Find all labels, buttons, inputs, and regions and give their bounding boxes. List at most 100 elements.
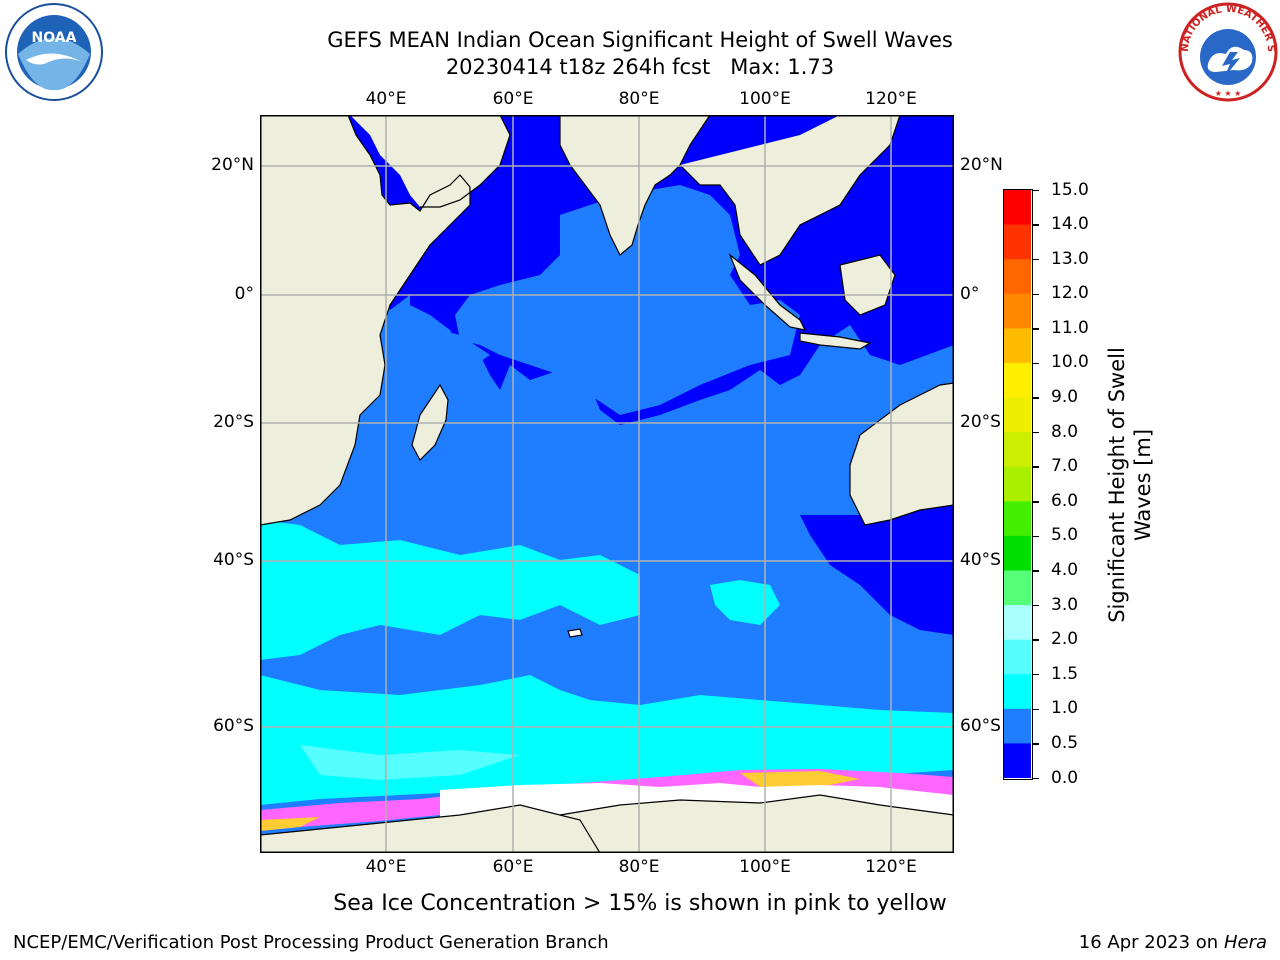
lat-tick-right-60s: 60°S	[960, 716, 1001, 736]
colorbar-tick-label: 3.0	[1051, 594, 1079, 615]
lon-tick-bottom-100e: 100°E	[739, 857, 791, 877]
lon-tick-bottom-120e: 120°E	[865, 857, 917, 877]
borneo	[840, 255, 895, 315]
colorbar-bin	[1004, 259, 1031, 295]
footer-date: 16 Apr 2023 on Hera	[1079, 932, 1267, 953]
colorbar-tick-label: 8.0	[1051, 421, 1079, 442]
sea-ice-yellow	[260, 817, 320, 831]
cyan-swell-mid-patch	[710, 580, 780, 625]
colorbar-bin	[1004, 397, 1031, 433]
lon-tick-top-100e: 100°E	[739, 89, 791, 109]
colorbar-bin	[1004, 708, 1031, 744]
chart-title: GEFS MEAN Indian Ocean Significant Heigh…	[327, 28, 953, 52]
colorbar-tick-mark	[1032, 258, 1039, 261]
colorbar-tick-mark	[1032, 397, 1039, 399]
colorbar-tick-label: 0.0	[1051, 767, 1079, 788]
colorbar-tick-label: 10.0	[1051, 352, 1089, 373]
colorbar-tick-mark	[1032, 708, 1039, 711]
sea-ice-caption: Sea Ice Concentration > 15% is shown in …	[333, 891, 947, 916]
noaa-logo: NOAA	[4, 2, 104, 102]
colorbar-bin	[1004, 466, 1031, 502]
antarctica-land	[260, 805, 600, 853]
australia	[850, 383, 954, 525]
colorbar-tick-label: 15.0	[1051, 179, 1089, 200]
noaa-logo-text: NOAA	[32, 30, 77, 46]
colorbar-bin	[1004, 743, 1031, 778]
swell-height-map	[259, 114, 955, 854]
colorbar-bin	[1004, 639, 1031, 675]
lat-tick-right-0: 0°	[960, 284, 980, 304]
colorbar-tick-label: 7.0	[1051, 456, 1079, 477]
colorbar-tick-mark	[1032, 431, 1039, 434]
colorbar-tick-label: 13.0	[1051, 248, 1089, 269]
lat-tick-right-20n: 20°N	[960, 155, 1003, 175]
colorbar-tick-mark	[1032, 293, 1039, 295]
mid-swell-equatorial	[455, 185, 800, 415]
colorbar-bin	[1004, 674, 1031, 710]
footer-date-text: 16 Apr 2023 on	[1078, 932, 1224, 953]
colorbar-title-line1: Significant Height of Swell	[1105, 347, 1129, 623]
colorbar	[1003, 189, 1033, 780]
colorbar-tick-mark	[1032, 328, 1039, 330]
colorbar-tick-label: 5.0	[1051, 525, 1079, 546]
lat-tick-left-0: 0°	[234, 284, 254, 304]
lon-tick-top-80e: 80°E	[618, 89, 660, 109]
low-swell-southeast	[800, 505, 954, 635]
colorbar-tick-mark	[1032, 777, 1039, 780]
colorbar-tick-label: 2.0	[1051, 629, 1079, 650]
lon-tick-bottom-40e: 40°E	[365, 857, 407, 877]
colorbar-tick-mark	[1032, 224, 1039, 226]
colorbar-tick-mark	[1032, 639, 1039, 641]
lon-tick-top-120e: 120°E	[865, 89, 917, 109]
colorbar-tick-label: 1.0	[1051, 698, 1079, 719]
lat-tick-left-20s: 20°S	[213, 412, 254, 432]
colorbar-tick-mark	[1032, 362, 1039, 365]
colorbar-tick-label: 0.5	[1051, 732, 1079, 753]
colorbar-tick-mark	[1032, 743, 1039, 745]
colorbar-bin	[1004, 570, 1031, 606]
java	[800, 333, 870, 349]
svg-text:★ ★ ★: ★ ★ ★	[1215, 89, 1242, 98]
chart-subtitle: 20230414 t18z 264h fcst Max: 1.73	[445, 55, 835, 79]
colorbar-tick-label: 4.0	[1051, 559, 1079, 580]
colorbar-tick-label: 14.0	[1051, 214, 1089, 235]
lon-tick-bottom-80e: 80°E	[618, 857, 660, 877]
colorbar-tick-mark	[1032, 570, 1039, 572]
footer-host: Hera	[1223, 932, 1267, 953]
colorbar-tick-mark	[1032, 673, 1039, 676]
colorbar-bin	[1004, 293, 1031, 329]
sea-ice-yellow-east	[740, 771, 860, 787]
graticule	[260, 115, 954, 853]
colorbar-bin	[1004, 190, 1031, 226]
cyan-swell-south-west	[260, 520, 640, 660]
colorbar-tick-label: 9.0	[1051, 387, 1079, 408]
colorbar-tick-label: 6.0	[1051, 490, 1079, 511]
map-border	[260, 115, 954, 853]
colorbar-title-line2: Waves [m]	[1131, 428, 1155, 542]
footer-credit: NCEP/EMC/Verification Post Processing Pr…	[13, 932, 609, 953]
colorbar-bin	[1004, 535, 1031, 571]
antarctica-land-east	[560, 795, 954, 853]
colorbar-tick-label: 12.0	[1051, 283, 1089, 304]
cyan-light-patch	[300, 745, 520, 780]
lat-tick-left-40s: 40°S	[213, 550, 254, 570]
lon-tick-bottom-60e: 60°E	[492, 857, 534, 877]
coastlines	[259, 114, 955, 854]
colorbar-bin	[1004, 328, 1031, 364]
nws-logo: NATIONAL WEATHER SERVICE ★ ★ ★	[1174, 0, 1278, 102]
colorbar-tick-label: 1.5	[1051, 663, 1079, 684]
colorbar-title: Significant Height of Swell Waves [m]	[1104, 347, 1156, 623]
lat-tick-right-40s: 40°S	[960, 550, 1001, 570]
india	[560, 115, 710, 255]
colorbar-tick-mark	[1032, 189, 1039, 192]
colorbar-tick-mark	[1032, 535, 1039, 538]
colorbar-tick-label: 11.0	[1051, 317, 1089, 338]
colorbar-bin	[1004, 224, 1031, 260]
lon-tick-top-60e: 60°E	[492, 89, 534, 109]
sumatra	[730, 255, 805, 330]
lon-tick-top-40e: 40°E	[365, 89, 407, 109]
colorbar-tick-mark	[1032, 604, 1039, 607]
colorbar-bin	[1004, 605, 1031, 641]
lat-tick-right-20s: 20°S	[960, 412, 1001, 432]
colorbar-bins	[1004, 190, 1031, 778]
